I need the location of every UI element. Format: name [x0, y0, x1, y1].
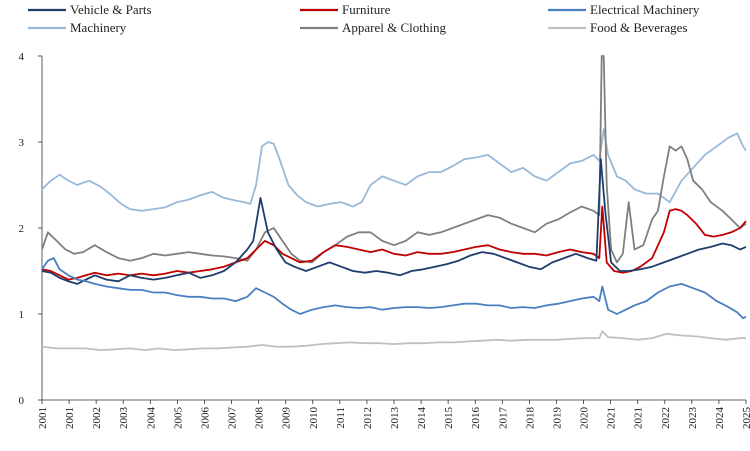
x-tick-label: 2018	[524, 407, 536, 430]
legend-item: Vehicle & Parts	[28, 2, 152, 17]
series-line-furniture	[41, 205, 747, 281]
series-line-apparel-clothing	[41, 55, 747, 264]
series-line-machinery	[41, 128, 747, 212]
legend-label: Machinery	[70, 20, 127, 35]
legend-item: Machinery	[28, 20, 127, 35]
x-tick-label: 2017	[497, 407, 509, 430]
x-tick-label: 2004	[145, 407, 157, 430]
series-line-vehicle-parts	[41, 158, 747, 285]
x-tick-label: 2023	[687, 407, 699, 430]
x-tick-label: 2025	[741, 407, 750, 430]
x-tick-label: 2007	[227, 407, 239, 430]
x-tick-label: 2014	[416, 407, 428, 430]
legend-item: Food & Beverages	[548, 20, 687, 35]
y-tick-label: 2	[19, 223, 25, 235]
x-tick-label: 2021	[633, 407, 645, 429]
y-tick-label: 1	[19, 309, 25, 321]
x-tick-label: 2003	[118, 407, 130, 430]
y-tick-label: 4	[19, 51, 25, 63]
x-tick-label: 2012	[362, 407, 374, 429]
x-tick-label: 2022	[660, 407, 672, 429]
x-tick-label: 2020	[579, 407, 591, 430]
legend: Vehicle & Parts Furniture Electrical Machi…	[28, 2, 700, 35]
series-line-food-beverages	[41, 330, 746, 351]
x-tick-label: 2011	[335, 407, 347, 429]
x-tick-label: 2010	[308, 407, 320, 430]
axes: 0 1 2 3 4 2001 2001 2002 2003 2004 2005 2006 2007 200…	[19, 51, 750, 429]
x-tick-label: 2016	[470, 407, 482, 430]
legend-item: Electrical Machinery	[548, 2, 700, 17]
legend-item: Furniture	[300, 2, 391, 17]
x-tick-label: 2001	[64, 407, 76, 429]
x-tick-label: 2002	[91, 407, 103, 429]
legend-label: Electrical Machinery	[590, 2, 700, 17]
legend-label: Vehicle & Parts	[70, 2, 152, 17]
legend-item: Apparel & Clothing	[300, 20, 446, 35]
x-tick-label: 2019	[551, 407, 563, 430]
x-tick-label: 2001	[37, 407, 49, 429]
x-tick-label: 2009	[281, 407, 293, 430]
x-tick-label: 2024	[714, 407, 726, 430]
x-tick-label: 2005	[172, 407, 184, 430]
series-line-electrical-machinery	[41, 257, 747, 320]
y-tick-label: 0	[19, 395, 25, 407]
x-tick-label: 2008	[254, 407, 266, 430]
x-tick-label: 2021	[606, 407, 618, 429]
legend-label: Food & Beverages	[590, 20, 687, 35]
x-tick-label: 2015	[443, 407, 455, 430]
legend-label: Furniture	[342, 2, 391, 17]
series-group	[41, 55, 747, 351]
x-tick-label: 2013	[389, 407, 401, 430]
x-tick-label: 2006	[199, 407, 211, 430]
y-tick-label: 3	[19, 137, 25, 149]
legend-label: Apparel & Clothing	[342, 20, 446, 35]
